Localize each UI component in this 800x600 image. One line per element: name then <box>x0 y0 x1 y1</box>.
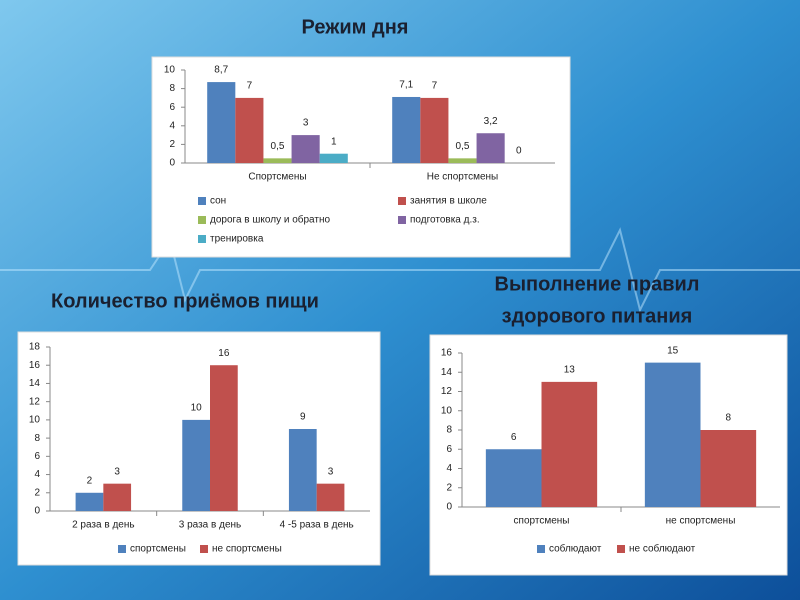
bar <box>485 449 542 507</box>
legend-swatch <box>398 197 406 205</box>
y-tick-label: 0 <box>34 506 40 517</box>
bar <box>235 97 264 163</box>
legend-label: дорога в школу и обратно <box>210 214 331 226</box>
chart-title: Количество приёмов пищи <box>51 290 319 312</box>
y-tick-label: 6 <box>446 444 452 455</box>
y-tick-label: 0 <box>169 158 175 169</box>
bar <box>420 97 449 163</box>
legend-swatch <box>617 545 625 553</box>
bar <box>288 429 317 511</box>
legend-swatch <box>198 197 206 205</box>
y-tick-label: 4 <box>34 469 40 480</box>
legend-label: занятия в школе <box>410 196 487 207</box>
x-tick-label: Не спортсмены <box>427 172 499 183</box>
y-tick-label: 12 <box>29 396 41 407</box>
y-tick-label: 6 <box>169 102 175 113</box>
legend-swatch <box>398 216 406 224</box>
bar <box>291 135 320 163</box>
y-tick-label: 16 <box>29 360 41 371</box>
bar <box>476 133 505 163</box>
y-tick-label: 2 <box>169 139 175 150</box>
legend-label: тренировка <box>210 234 264 245</box>
y-tick-label: 14 <box>441 367 453 378</box>
value-label: 10 <box>191 403 203 414</box>
value-label: 7,1 <box>399 80 413 91</box>
value-label: 0 <box>516 146 522 157</box>
y-tick-label: 6 <box>34 451 40 462</box>
bar <box>103 483 132 511</box>
x-tick-label: 3 раза в день <box>179 520 242 531</box>
y-tick-label: 12 <box>441 386 453 397</box>
value-label: 1 <box>331 136 337 147</box>
legend-label: подготовка д.з. <box>410 215 480 226</box>
legend-label: спортсмены <box>130 544 186 555</box>
bar <box>75 492 104 511</box>
value-label: 6 <box>511 432 517 443</box>
chart-title: Режим дня <box>302 16 409 38</box>
y-tick-label: 18 <box>29 342 41 353</box>
value-label: 7 <box>432 81 438 92</box>
value-label: 9 <box>300 412 306 423</box>
legend-label: не спортсмены <box>212 544 282 555</box>
value-label: 13 <box>564 365 576 376</box>
y-tick-label: 8 <box>169 83 175 94</box>
y-tick-label: 10 <box>441 405 453 416</box>
chart-title: здорового питания <box>502 305 693 327</box>
legend-label: не соблюдают <box>629 543 696 555</box>
x-tick-label: не спортсмены <box>666 516 736 527</box>
value-label: 8,7 <box>214 65 228 76</box>
legend-swatch <box>537 545 545 553</box>
bar <box>207 82 236 163</box>
legend-swatch <box>200 545 208 553</box>
value-label: 3 <box>328 466 334 477</box>
value-label: 2 <box>87 475 93 486</box>
y-tick-label: 0 <box>446 502 452 513</box>
value-label: 15 <box>667 345 679 356</box>
y-tick-label: 4 <box>169 120 175 131</box>
y-tick-label: 10 <box>29 415 41 426</box>
y-tick-label: 8 <box>446 425 452 436</box>
bar <box>541 381 598 507</box>
y-tick-label: 14 <box>29 378 41 389</box>
legend-label: соблюдают <box>549 543 602 555</box>
bar <box>210 365 238 511</box>
value-label: 7 <box>247 81 253 92</box>
bar <box>392 96 421 163</box>
value-label: 3 <box>303 118 309 129</box>
legend-swatch <box>118 545 126 553</box>
value-label: 0,5 <box>456 141 470 152</box>
x-tick-label: 2 раза в день <box>72 520 135 531</box>
x-tick-label: спортсмены <box>514 516 570 527</box>
value-label: 0,5 <box>271 141 285 152</box>
x-tick-label: 4 -5 раза в день <box>280 520 354 531</box>
y-tick-label: 8 <box>34 433 40 444</box>
y-tick-label: 2 <box>34 487 40 498</box>
bar <box>182 419 210 511</box>
value-label: 8 <box>726 413 732 424</box>
legend-label: сон <box>210 196 226 207</box>
y-tick-label: 2 <box>446 482 452 493</box>
bar <box>700 430 757 507</box>
y-tick-label: 10 <box>164 65 176 76</box>
legend-swatch <box>198 235 206 243</box>
y-tick-label: 16 <box>441 348 453 359</box>
bar <box>448 158 477 163</box>
bar <box>263 158 292 163</box>
value-label: 3 <box>114 466 120 477</box>
y-tick-label: 4 <box>446 463 452 474</box>
chart-title: Выполнение правил <box>495 273 700 295</box>
legend-swatch <box>198 216 206 224</box>
bar <box>319 153 348 163</box>
value-label: 3,2 <box>484 116 498 127</box>
bar <box>644 362 701 507</box>
value-label: 16 <box>218 348 230 359</box>
x-tick-label: Спортсмены <box>248 172 306 183</box>
bar <box>316 483 345 511</box>
